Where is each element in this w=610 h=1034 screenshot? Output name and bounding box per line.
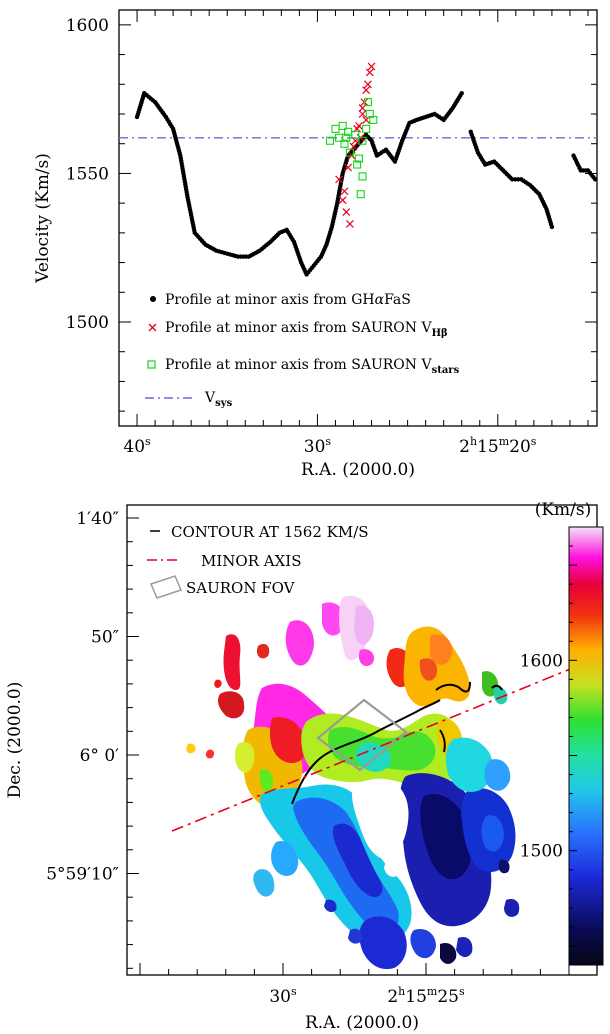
legend-stars: Profile at minor axis from SAURON Vstars xyxy=(165,357,460,376)
map-legend: CONTOUR AT 1562 KM/S MINOR AXIS SAURON F… xyxy=(147,523,369,598)
map-blob xyxy=(286,620,314,665)
stars-point xyxy=(363,125,370,132)
top-legend: Profile at minor axis from GHαFaS Profil… xyxy=(145,292,460,409)
y-tick-label: 1600 xyxy=(66,16,109,36)
map-blob xyxy=(218,691,244,718)
y-tick-label: 1500 xyxy=(66,313,109,333)
top-x-axis-label: R.A. (2000.0) xyxy=(301,460,415,480)
colorbar: (Km/s) 1600 1500 xyxy=(520,500,603,965)
map-blob xyxy=(359,649,374,666)
top-series-marks xyxy=(135,63,598,277)
map-blob xyxy=(440,943,456,964)
x-tick-label: 2h15m20s xyxy=(459,435,537,457)
hbeta-point xyxy=(364,81,371,88)
legend-vsys: Vsys xyxy=(204,390,233,409)
hbeta-point xyxy=(343,209,350,216)
colorbar-gradient xyxy=(569,527,603,965)
top-y-axis-label: Velocity (Km/s) xyxy=(33,153,53,284)
legend-marker-stars xyxy=(148,361,155,368)
map-blob xyxy=(354,605,374,644)
legend-hbeta: Profile at minor axis from SAURON VHβ xyxy=(165,320,448,339)
stars-point xyxy=(357,191,364,198)
map-y-tick-label: 5°59′10″ xyxy=(46,865,119,885)
legend-fov: SAURON FOV xyxy=(186,579,296,597)
map-blob xyxy=(430,634,452,665)
legend-ghafas: Profile at minor axis from GHαFaS xyxy=(165,292,411,308)
map-blob xyxy=(224,634,241,690)
stars-point xyxy=(332,125,339,132)
x-tick-label: 30s xyxy=(304,435,332,457)
legend-marker-hbeta xyxy=(149,324,156,331)
map-blob xyxy=(484,759,510,791)
legend-marker-fov xyxy=(151,576,181,598)
map-y-tick-label: 1′40″ xyxy=(76,509,119,529)
map-blob xyxy=(257,644,269,658)
hbeta-point xyxy=(366,69,373,76)
hbeta-point xyxy=(346,220,353,227)
colorbar-tick-label: 1600 xyxy=(520,651,563,671)
map-blob xyxy=(410,929,436,958)
map-blob xyxy=(214,680,221,688)
hbeta-point xyxy=(363,87,370,94)
map-blob xyxy=(456,937,472,957)
map-x-axis-label: R.A. (2000.0) xyxy=(305,1013,419,1033)
velocity-map-panel: 1′40″ 50″ 6° 0′ 5°59′10″ 30s 2h15m25s Dec. (… xyxy=(5,500,603,1033)
legend-contour: CONTOUR AT 1562 KM/S xyxy=(171,523,369,541)
colorbar-ticks: 1600 1500 xyxy=(520,546,577,946)
hbeta-point xyxy=(368,63,375,70)
x-tick-label: 40s xyxy=(123,435,151,457)
ghafas-point xyxy=(593,177,597,181)
top-x-ticks: 40s 30s 2h15m20s xyxy=(119,10,588,457)
legend-marker-ghafas xyxy=(150,296,156,302)
hbeta-point xyxy=(341,188,348,195)
map-blob xyxy=(253,869,274,896)
map-blob xyxy=(504,899,519,917)
stars-point xyxy=(359,173,366,180)
legend-minor-axis: MINOR AXIS xyxy=(201,552,301,570)
map-x-ticks: 30s 2h15m25s xyxy=(140,963,569,1007)
colorbar-title: (Km/s) xyxy=(535,500,592,520)
ghafas-point xyxy=(460,91,464,95)
map-x-tick-label: 30s xyxy=(269,985,297,1007)
map-y-axis-label: Dec. (2000.0) xyxy=(5,682,25,799)
map-y-tick-label: 50″ xyxy=(91,628,119,648)
hbeta-point xyxy=(339,197,346,204)
top-y-ticks: 1500 1550 1600 xyxy=(66,16,597,411)
ghafas-point xyxy=(550,225,554,229)
map-blob xyxy=(206,750,214,759)
map-x-tick-label: 2h15m25s xyxy=(387,985,465,1007)
velocity-profile-panel: 1500 1550 1600 40s 30s 2h15m20s Velocity (Km… xyxy=(33,10,597,480)
colorbar-tick-label: 1500 xyxy=(520,842,563,862)
map-blob xyxy=(235,742,254,773)
y-tick-label: 1550 xyxy=(66,164,109,184)
map-y-ticks: 1′40″ 50″ 6° 0′ 5°59′10″ xyxy=(46,509,139,968)
map-blob xyxy=(186,744,195,754)
map-y-tick-label: 6° 0′ xyxy=(80,746,120,766)
hbeta-point xyxy=(359,111,366,118)
